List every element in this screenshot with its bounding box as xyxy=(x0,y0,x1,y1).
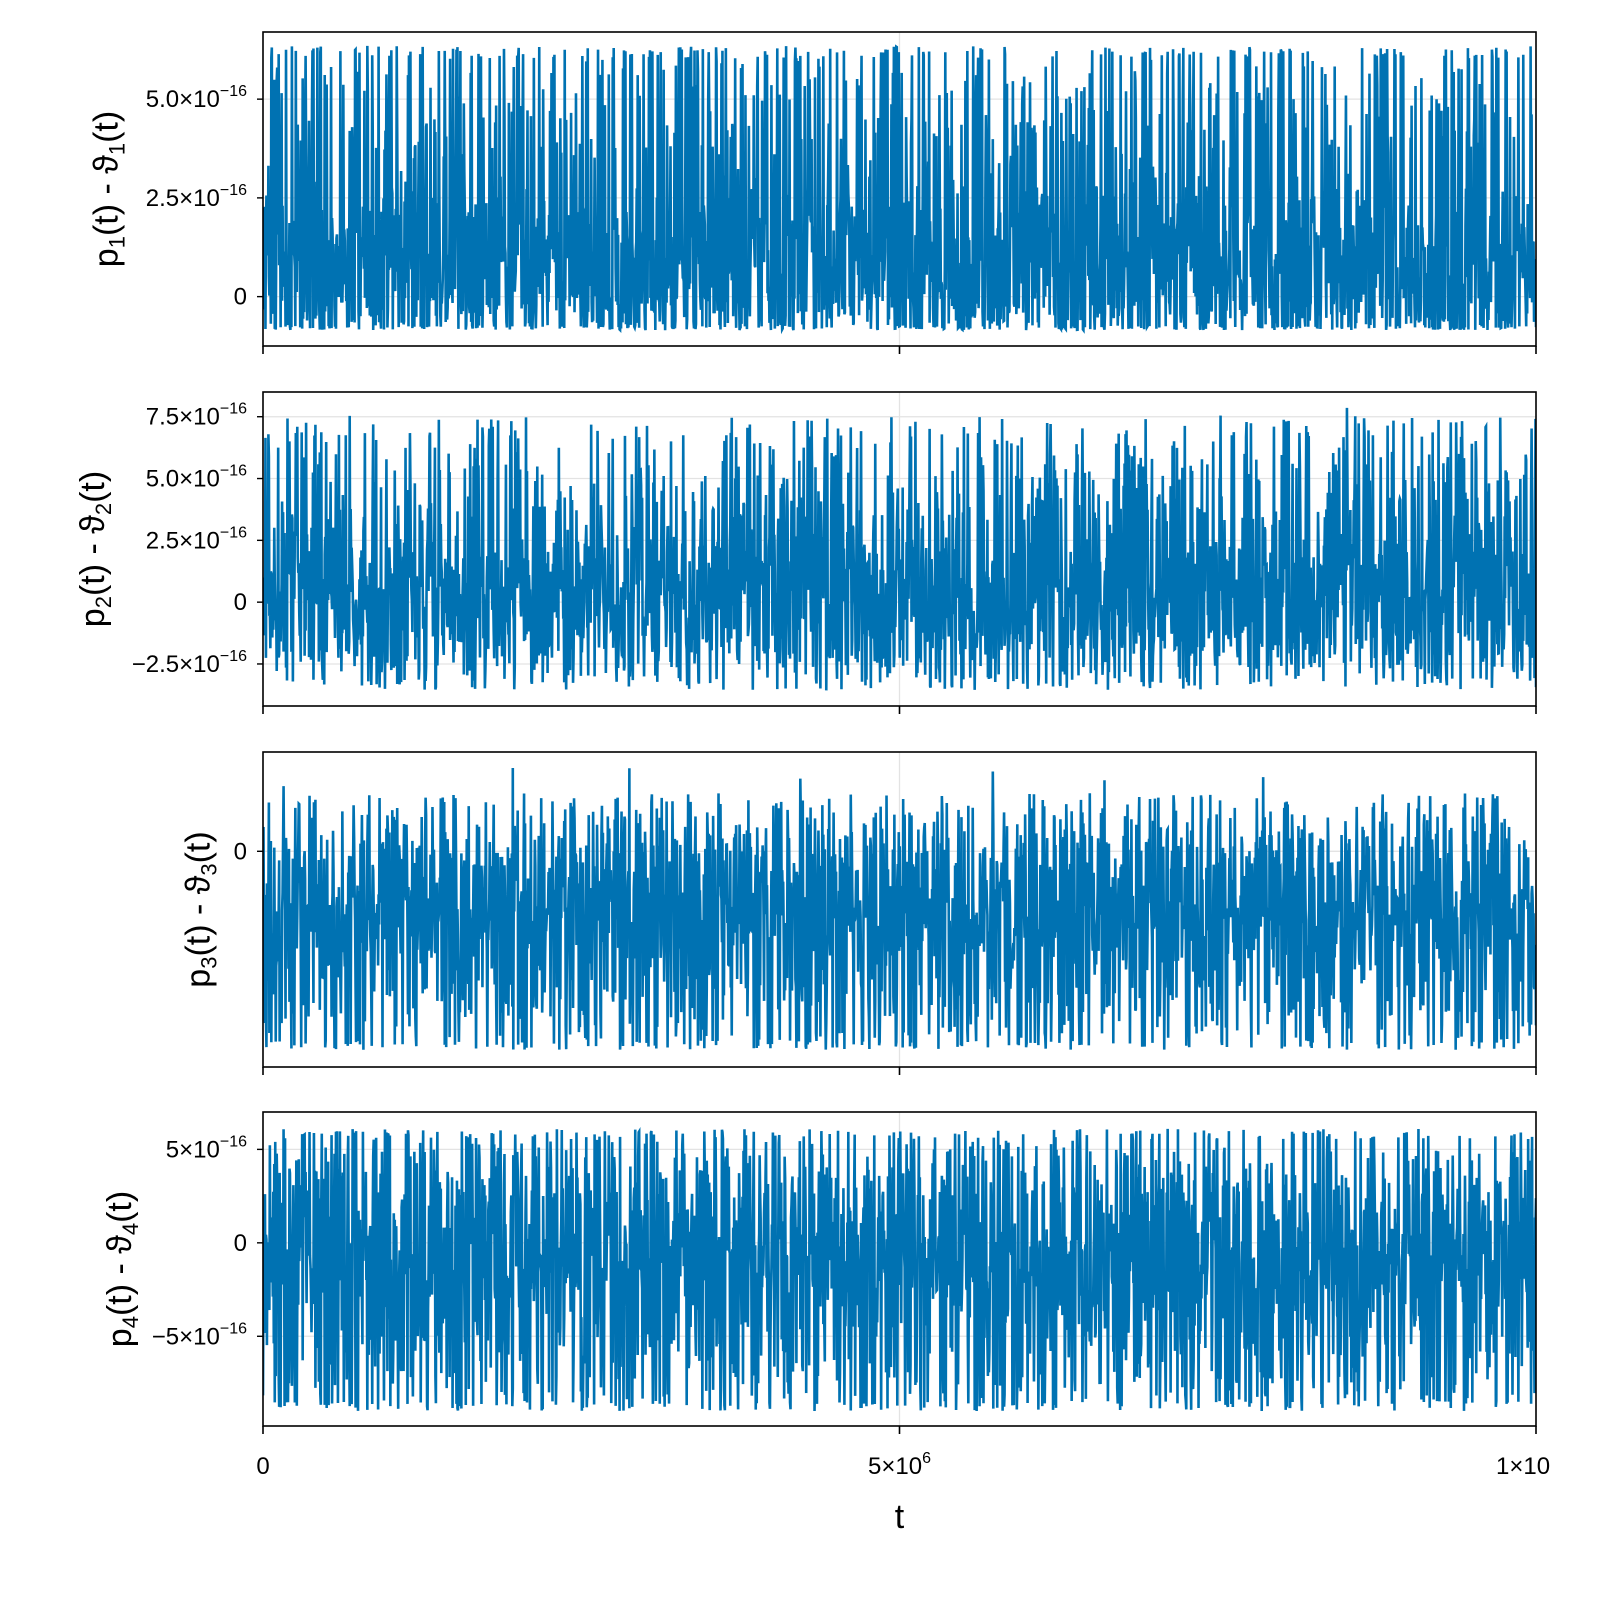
series-line-4 xyxy=(263,1127,1536,1412)
y-tick-label: 0 xyxy=(234,284,247,311)
y-axis-label-3: p3(t) - ϑ3(t) xyxy=(180,831,222,987)
series-line-3 xyxy=(263,768,1536,1050)
y-tick-label: 0 xyxy=(234,1230,247,1257)
y-axis-label-2: p2(t) - ϑ2(t) xyxy=(74,471,116,627)
panels-container: 0 2.5×10−16 5.0×10−16 p1(t) - ϑ1(t) −2.5×10−… xyxy=(74,31,1537,1434)
panel-3: 0 p3(t) - ϑ3(t) xyxy=(180,751,1537,1075)
y-axis-label-1: p1(t) - ϑ1(t) xyxy=(88,111,130,267)
y-tick-label: 0 xyxy=(234,589,247,616)
panel-4: −5×10−16 0 5×10−16 p4(t) - ϑ4(t) xyxy=(101,1111,1537,1434)
y-axis-label-4: p4(t) - ϑ4(t) xyxy=(101,1191,143,1347)
y-tick-label: 2.5×10−16 xyxy=(146,524,247,554)
y-tick-label: 7.5×10−16 xyxy=(146,401,247,431)
shared-x-axis: 0 5×106 1×10 t xyxy=(256,1450,1550,1536)
y-tick-label: −2.5×10−16 xyxy=(132,648,247,678)
x-tick-label: 1×10 xyxy=(1496,1453,1550,1480)
panel-1: 0 2.5×10−16 5.0×10−16 p1(t) - ϑ1(t) xyxy=(88,31,1537,354)
series-line-2 xyxy=(263,407,1536,691)
panel-2: −2.5×10−16 0 2.5×10−16 5.0×10−16 7.5×10−16 p2… xyxy=(74,391,1537,714)
y-tick-label: 5×10−16 xyxy=(166,1133,247,1163)
y-tick-label: 0 xyxy=(234,838,247,865)
y-tick-label: −5×10−16 xyxy=(152,1320,247,1350)
x-tick-label: 0 xyxy=(256,1453,269,1480)
y-tick-label: 5.0×10−16 xyxy=(146,83,247,113)
x-tick-label: 5×106 xyxy=(868,1450,931,1480)
y-tick-label: 5.0×10−16 xyxy=(146,463,247,493)
y-tick-label: 2.5×10−16 xyxy=(146,182,247,212)
x-axis-label: t xyxy=(895,1498,905,1536)
series-line-1 xyxy=(263,44,1536,335)
